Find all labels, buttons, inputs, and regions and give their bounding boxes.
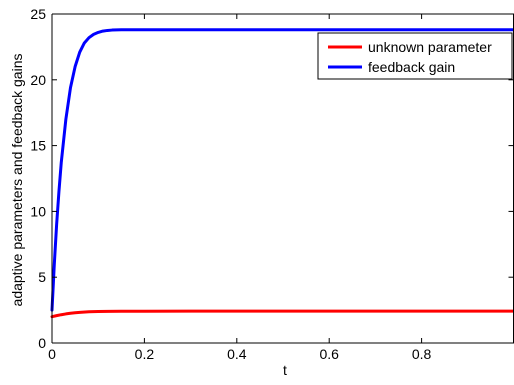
y-axis-label: adaptive parameters and feedback gains (9, 54, 25, 307)
x-tick-label: 0.2 (135, 346, 155, 362)
legend: unknown parameter feedback gain (317, 32, 513, 80)
y-tick-label: 0 (38, 335, 46, 351)
y-tick-label: 15 (30, 138, 46, 154)
y-tick-label: 5 (38, 269, 46, 285)
x-axis-label: t (283, 362, 287, 378)
x-tick-label: 0 (48, 346, 56, 362)
ticks-layer: 0 0.2 0.4 0.6 0.8 0 5 10 15 20 25 (30, 6, 514, 362)
legend-label: feedback gain (368, 59, 455, 75)
x-tick-label: 0.6 (319, 346, 339, 362)
series-line-feedback-gain (50, 28, 514, 312)
y-tick-label: 25 (30, 6, 46, 22)
y-tick-label: 20 (30, 72, 46, 88)
series-line-unknown-parameter (50, 309, 514, 319)
legend-box (317, 32, 513, 80)
x-tick-label: 0.4 (227, 346, 247, 362)
legend-label: unknown parameter (368, 39, 492, 55)
x-tick-label: 0.8 (412, 346, 432, 362)
y-tick-label: 10 (30, 203, 46, 219)
series-layer (50, 28, 514, 319)
